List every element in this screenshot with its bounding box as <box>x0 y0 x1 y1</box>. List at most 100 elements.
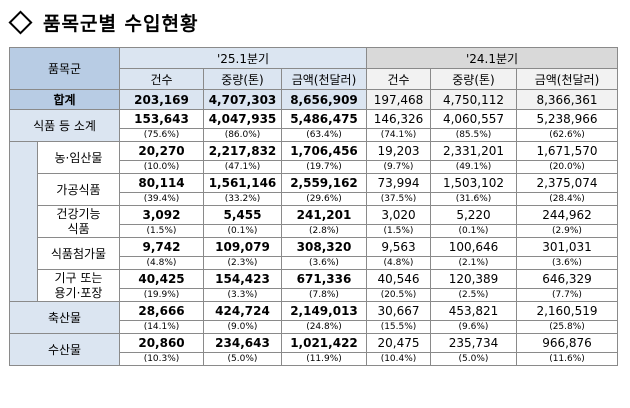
total-amount-previous: 8,366,361 <box>516 89 618 110</box>
amount-pct-previous: (25.8%) <box>516 320 618 334</box>
count-pct-current: (19.9%) <box>119 288 204 302</box>
header-period-previous: '24.1분기 <box>366 47 618 69</box>
weight-current: 5,455 <box>203 205 282 225</box>
row-label: 식품 등 소계 <box>9 109 120 142</box>
row-label: 건강기능 식품 <box>37 205 120 238</box>
table-row-pct: (1.5%) (0.1%) (2.8%) (1.5%) (0.1%) (2.9%… <box>10 224 618 238</box>
table-row: 기구 또는 용기·포장 40,425 154,423 671,336 40,54… <box>10 269 618 302</box>
count-pct-current: (4.8%) <box>119 256 204 270</box>
amount-previous: 1,671,570 <box>516 141 618 161</box>
amount-pct-previous: (11.6%) <box>516 352 618 366</box>
count-previous: 9,563 <box>366 237 431 257</box>
title-row: 품목군별 수입현황 <box>8 4 198 40</box>
count-pct-previous: (74.1%) <box>366 128 431 142</box>
weight-previous: 120,389 <box>430 269 517 289</box>
weight-previous: 5,220 <box>430 205 517 225</box>
table-row: 식품첨가물 9,742 109,079 308,320 9,563 100,64… <box>10 237 618 270</box>
amount-pct-current: (24.8%) <box>281 320 367 334</box>
weight-pct-previous: (2.1%) <box>430 256 517 270</box>
count-current: 40,425 <box>119 269 204 289</box>
weight-previous: 1,503,102 <box>430 173 517 193</box>
amount-pct-current: (7.8%) <box>281 288 367 302</box>
count-current: 153,643 <box>119 109 204 129</box>
row-label: 농·임산물 <box>37 141 120 174</box>
weight-pct-previous: (49.1%) <box>430 160 517 174</box>
amount-previous: 646,329 <box>516 269 618 289</box>
table-row-pct: (19.9%) (3.3%) (7.8%) (20.5%) (2.5%) (7.… <box>10 288 618 302</box>
amount-previous: 301,031 <box>516 237 618 257</box>
count-previous: 20,475 <box>366 333 431 353</box>
weight-current: 1,561,146 <box>203 173 282 193</box>
table-row: 농·임산물 20,270 2,217,832 1,706,456 19,203 … <box>9 141 618 302</box>
row-label-line1: 기구 또는 <box>54 270 103 285</box>
count-previous: 40,546 <box>366 269 431 289</box>
weight-previous: 453,821 <box>430 301 517 321</box>
count-pct-current: (39.4%) <box>119 192 204 206</box>
weight-previous: 235,734 <box>430 333 517 353</box>
weight-pct-current: (3.3%) <box>203 288 282 302</box>
row-label-line2: 용기·포장 <box>54 285 103 300</box>
amount-pct-previous: (2.9%) <box>516 224 618 238</box>
header-weight-current: 중량(톤) <box>203 68 282 90</box>
amount-previous: 2,375,074 <box>516 173 618 193</box>
amount-previous: 5,238,966 <box>516 109 618 129</box>
total-label: 합계 <box>9 89 120 110</box>
amount-current: 2,149,013 <box>281 301 367 321</box>
count-pct-current: (10.0%) <box>119 160 204 174</box>
weight-pct-previous: (9.6%) <box>430 320 517 334</box>
table-row: 건강기능 식품 3,092 5,455 241,201 3,020 5,220 … <box>10 205 618 238</box>
amount-previous: 2,160,519 <box>516 301 618 321</box>
weight-pct-current: (47.1%) <box>203 160 282 174</box>
total-amount-current: 8,656,909 <box>281 89 367 110</box>
count-pct-previous: (10.4%) <box>366 352 431 366</box>
amount-pct-previous: (3.6%) <box>516 256 618 270</box>
row-label-line2: 식품 <box>67 221 90 236</box>
amount-pct-current: (63.4%) <box>281 128 367 142</box>
weight-pct-previous: (31.6%) <box>430 192 517 206</box>
amount-pct-previous: (28.4%) <box>516 192 618 206</box>
count-pct-previous: (4.8%) <box>366 256 431 270</box>
table-row: 수산물 20,860 234,643 1,021,422 20,475 235,… <box>9 333 618 366</box>
count-previous: 146,326 <box>366 109 431 129</box>
weight-pct-current: (9.0%) <box>203 320 282 334</box>
weight-previous: 4,060,557 <box>430 109 517 129</box>
total-count-current: 203,169 <box>119 89 204 110</box>
table-row: 축산물 28,666 424,724 2,149,013 30,667 453,… <box>9 301 618 334</box>
amount-pct-current: (3.6%) <box>281 256 367 270</box>
count-pct-previous: (1.5%) <box>366 224 431 238</box>
amount-current: 241,201 <box>281 205 367 225</box>
header-amount-previous: 금액(천달러) <box>516 68 618 90</box>
amount-previous: 244,962 <box>516 205 618 225</box>
weight-previous: 2,331,201 <box>430 141 517 161</box>
amount-pct-previous: (20.0%) <box>516 160 618 174</box>
row-label: 가공식품 <box>37 173 120 206</box>
weight-current: 424,724 <box>203 301 282 321</box>
import-status-table: 품목군 '25.1분기 '24.1분기 건수 중량(톤) 금액(천달러) 건수 … <box>9 47 618 366</box>
table-row-pct: (14.1%) (9.0%) (24.8%) (15.5%) (9.6%) (2… <box>10 320 618 334</box>
count-previous: 19,203 <box>366 141 431 161</box>
amount-current: 308,320 <box>281 237 367 257</box>
amount-current: 5,486,475 <box>281 109 367 129</box>
count-current: 20,860 <box>119 333 204 353</box>
header-count-previous: 건수 <box>366 68 431 90</box>
count-current: 80,114 <box>119 173 204 193</box>
weight-pct-current: (86.0%) <box>203 128 282 142</box>
count-pct-current: (10.3%) <box>119 352 204 366</box>
amount-current: 1,021,422 <box>281 333 367 353</box>
row-label: 식품첨가물 <box>37 237 120 270</box>
weight-current: 234,643 <box>203 333 282 353</box>
count-current: 20,270 <box>119 141 204 161</box>
weight-pct-current: (0.1%) <box>203 224 282 238</box>
weight-pct-previous: (85.5%) <box>430 128 517 142</box>
amount-pct-current: (2.8%) <box>281 224 367 238</box>
weight-pct-previous: (5.0%) <box>430 352 517 366</box>
row-label: 기구 또는 용기·포장 <box>37 269 120 302</box>
count-previous: 3,020 <box>366 205 431 225</box>
weight-current: 154,423 <box>203 269 282 289</box>
table-row: 식품 등 소계 153,643 4,047,935 5,486,475 146,… <box>9 109 618 142</box>
weight-current: 109,079 <box>203 237 282 257</box>
header-weight-previous: 중량(톤) <box>430 68 517 90</box>
table-row-pct: (10.3%) (5.0%) (11.9%) (10.4%) (5.0%) (1… <box>10 352 618 366</box>
count-pct-previous: (9.7%) <box>366 160 431 174</box>
count-pct-current: (75.6%) <box>119 128 204 142</box>
